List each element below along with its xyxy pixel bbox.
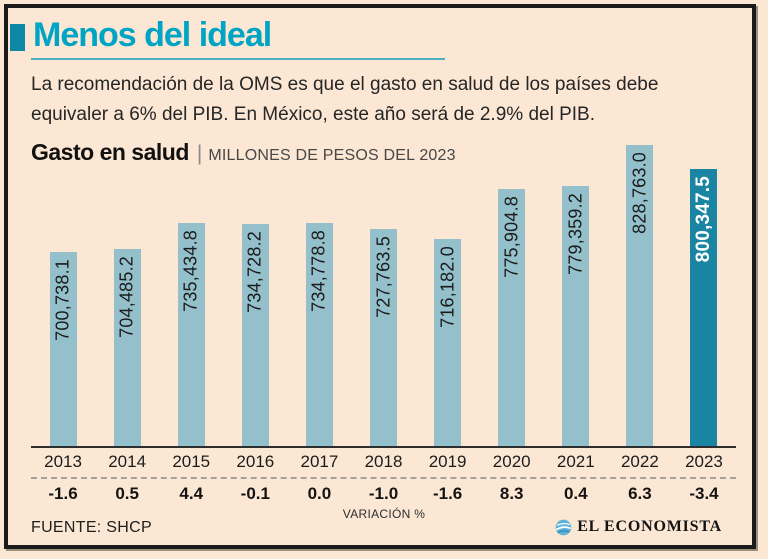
bar-2020: 775,904.8 (498, 189, 526, 446)
variation-value-2015: 4.4 (179, 484, 204, 503)
bar-value-label-2015: 735,434.8 (180, 229, 201, 312)
x-axis-label-2017: 2017 (300, 452, 339, 471)
variation-value-2016: -0.1 (240, 484, 270, 503)
variation-value-2021: 0.4 (563, 484, 588, 503)
bar-2016: 734,728.2 (241, 223, 269, 446)
bar-value-label-2013: 700,738.1 (52, 258, 73, 341)
variation-value-2014: 0.5 (115, 484, 139, 503)
variation-axis-label: VARIACIÓN % (342, 507, 426, 521)
bar-2013: 700,738.1 (49, 251, 77, 446)
bar-2022: 828,763.0 (626, 145, 654, 446)
variation-value-2018: -1.0 (368, 484, 399, 503)
el-economista-globe-icon (555, 519, 572, 536)
bar-2021: 779,359.2 (562, 186, 590, 446)
bar-column-2019: 716,182.0 (416, 144, 480, 446)
variation-value-2017: 0.0 (307, 484, 332, 503)
chart-title: Gasto en salud (31, 139, 189, 165)
bar-column-2020: 775,904.8 (480, 144, 544, 446)
bar-column-2021: 779,359.2 (544, 144, 608, 446)
brand-logo: EL ECONOMISTA (555, 518, 722, 536)
bar-value-label-2018: 727,763.5 (373, 236, 394, 319)
title-accent-square (10, 24, 25, 51)
page-title: Menos del ideal (33, 16, 272, 54)
title-underline (31, 58, 445, 60)
variation-divider-line (31, 477, 736, 479)
bar-column-2018: 727,763.5 (351, 144, 415, 446)
x-axis-labels-row: 2013 2014 2015 2016 2017 2018 2019 2020 2021 2022… (31, 452, 736, 472)
brand-name: EL ECONOMISTA (577, 518, 722, 535)
x-axis-label-2023: 2023 (685, 452, 723, 471)
chart-header: Gasto en salud | MILLONES DE PESOS DEL 202… (31, 139, 456, 166)
variation-values-row: -1.6 0.5 4.4 -0.1 0.0 -1.0 -1.6 8.3 0.4 6.3 -3.4 (31, 484, 736, 504)
bar-value-label-2019: 716,182.0 (437, 246, 458, 328)
intro-text: La recomendación de la OMS es que el gas… (31, 70, 737, 130)
x-axis-label-2015: 2015 (172, 452, 211, 471)
chart-subtitle: MILLONES DE PESOS DEL 2023 (208, 147, 456, 164)
bar-value-label-2017: 734,778.8 (308, 230, 329, 313)
x-axis-label-2019: 2019 (428, 452, 467, 471)
x-axis-label-2020: 2020 (492, 452, 531, 471)
bar-value-label-2023: 800,347.5 (692, 175, 714, 263)
x-axis-label-2022: 2022 (620, 452, 659, 471)
bar-value-label-2016: 734,728.2 (244, 230, 265, 313)
bars-row: 700,738.1 704,485.2 735,434.8 734,728.2 734,… (31, 144, 736, 446)
intro-line-1: La recomendación de la OMS es que el gas… (31, 74, 659, 95)
variation-value-2023: -3.4 (689, 484, 719, 503)
bar-column-2022: 828,763.0 (608, 144, 672, 446)
x-axis-label-2014: 2014 (108, 452, 147, 471)
bar-column-2015: 735,434.8 (159, 144, 223, 446)
bar-2017: 734,778.8 (305, 223, 333, 446)
bar-column-2014: 704,485.2 (95, 144, 159, 446)
variation-value-2019: -1.6 (432, 484, 463, 503)
bar-column-2023: 800,347.5 (672, 144, 736, 446)
bar-value-label-2022: 828,763.0 (629, 152, 650, 234)
bar-value-label-2014: 704,485.2 (116, 255, 137, 338)
bar-column-2016: 734,728.2 (223, 144, 287, 446)
bar-2015: 735,434.8 (177, 222, 205, 446)
bar-value-label-2020: 775,904.8 (501, 196, 522, 278)
variation-value-2020: 8.3 (499, 484, 524, 503)
x-axis-line (31, 446, 736, 448)
bar-value-label-2021: 779,359.2 (565, 193, 586, 276)
x-axis-label-2018: 2018 (364, 452, 403, 471)
x-axis-label-2016: 2016 (236, 452, 275, 471)
chart-title-separator: | (196, 142, 203, 165)
bar-2018: 727,763.5 (370, 229, 398, 446)
variation-value-2022: 6.3 (628, 484, 652, 503)
source-label: FUENTE: SHCP (31, 519, 152, 536)
intro-line-2: equivaler a 6% del PIB. En México, este … (31, 104, 595, 125)
x-axis-label-2013: 2013 (44, 452, 82, 471)
x-axis-label-2021: 2021 (556, 452, 595, 471)
bar-column-2017: 734,778.8 (287, 144, 351, 446)
bar-2023: 800,347.5 (690, 168, 718, 446)
variation-value-2013: -1.6 (48, 484, 78, 503)
bar-column-2013: 700,738.1 (31, 144, 95, 446)
bar-2014: 704,485.2 (113, 248, 141, 446)
bar-2019: 716,182.0 (434, 239, 462, 446)
